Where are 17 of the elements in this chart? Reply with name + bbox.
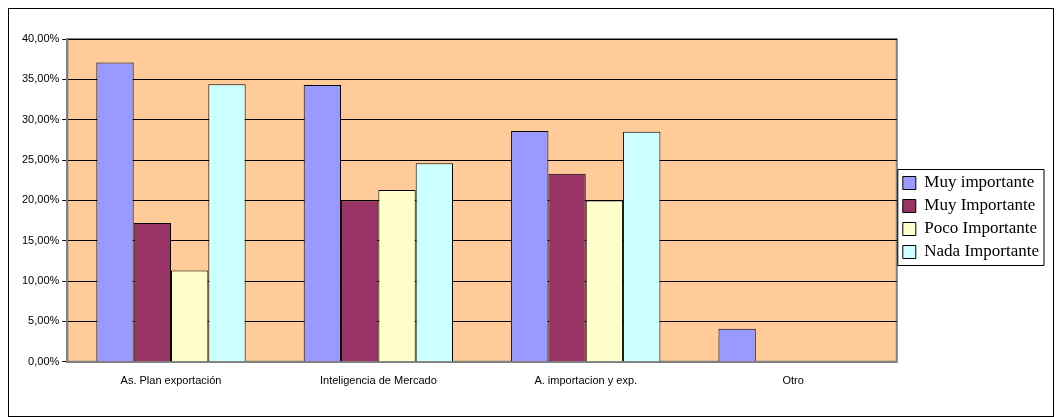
x-tick-label: Otro <box>782 374 804 387</box>
y-tick-label: 15,00% <box>22 233 60 246</box>
legend-label: Muy importante <box>924 172 1035 192</box>
x-tick-label: As. Plan exportación <box>120 374 222 387</box>
y-tick-label: 35,00% <box>22 72 60 85</box>
legend-label: Muy Importante <box>924 195 1036 215</box>
x-tick-label: A. importacion y exp. <box>534 374 638 387</box>
y-tick-label: 10,00% <box>22 274 60 287</box>
y-tick-label: 20,00% <box>22 193 60 206</box>
legend-label: Nada Importante <box>924 241 1039 261</box>
legend-label: Poco Importante <box>924 218 1038 238</box>
y-tick-label: 0,00% <box>28 354 60 367</box>
y-tick-label: 25,00% <box>22 153 60 166</box>
x-tick-label: Inteligencia de Mercado <box>319 374 437 387</box>
y-tick-label: 5,00% <box>28 314 60 327</box>
y-tick-label: 40,00% <box>22 32 60 45</box>
y-tick-label: 30,00% <box>22 112 60 125</box>
